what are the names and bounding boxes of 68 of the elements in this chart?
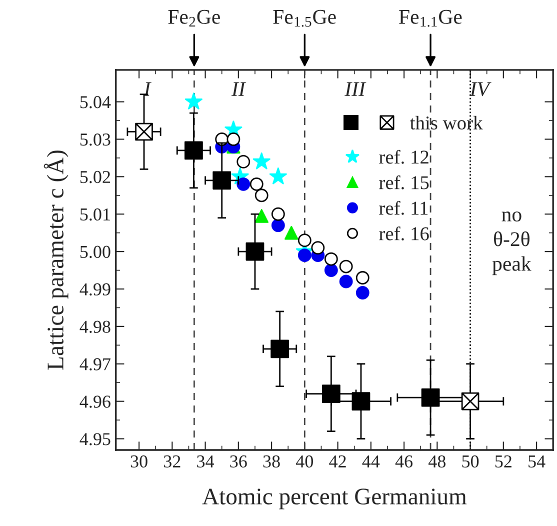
point	[356, 271, 370, 284]
x-tick-label: 38	[263, 455, 280, 468]
point	[461, 392, 480, 410]
x-tick-label: 30	[130, 455, 148, 468]
point	[236, 154, 250, 168]
point	[356, 286, 370, 300]
point	[215, 132, 229, 146]
x-tick-label: 44	[362, 455, 380, 468]
point	[184, 92, 202, 110]
point	[421, 388, 440, 407]
point	[271, 207, 285, 221]
x-tick-label: 50	[462, 455, 479, 468]
x-tick-label: 40	[296, 455, 314, 468]
ref-line-label: Fe$_{2}$Ge	[168, 10, 220, 27]
y-tick-label: 4.96	[80, 396, 110, 408]
legend-label: ref. 12	[379, 150, 428, 164]
x-tick-label: 54	[528, 455, 546, 468]
y-tick-label: 5.02	[80, 170, 110, 184]
x-tick-label: 48	[428, 455, 446, 468]
point	[252, 152, 270, 170]
point	[236, 177, 250, 191]
x-tick-label: 32	[164, 455, 180, 468]
x-tick-label: 36	[230, 455, 247, 468]
y-tick-label: 4.99	[80, 283, 110, 296]
legend-label: ref. 16	[379, 226, 429, 240]
x-axis-title: Atomic percent Germanium	[202, 488, 467, 510]
point	[339, 274, 353, 288]
x-tick-label: 42	[329, 455, 346, 468]
ref-line-label: Fe$_{1.1}$Ge	[399, 10, 462, 27]
point	[352, 392, 370, 411]
x-tick-label: 46	[395, 455, 413, 468]
annotation: II	[231, 82, 246, 96]
point	[184, 141, 203, 160]
annotation: no θ-2θ peak	[492, 211, 532, 276]
x-tick-label: 52	[495, 455, 512, 468]
point	[311, 241, 325, 255]
point	[324, 264, 338, 277]
x-tick-label: 34	[197, 455, 214, 468]
point	[298, 234, 312, 248]
point	[270, 340, 290, 358]
point	[298, 248, 312, 262]
legend-label: this work	[410, 116, 483, 130]
y-tick-label: 5.04	[80, 96, 111, 108]
point	[212, 171, 232, 190]
ref-line-label: Fe$_{1.5}$Ge	[273, 10, 336, 27]
point	[284, 226, 298, 240]
legend-label: ref. 15	[379, 175, 429, 190]
y-tick-label: 4.95	[80, 433, 110, 446]
legend-label: ref. 11	[379, 200, 428, 215]
annotation: III	[344, 82, 366, 96]
point	[322, 384, 340, 404]
point	[246, 242, 264, 261]
y-tick-label: 4.98	[80, 320, 110, 333]
y-axis-title: Lattice parameter c (Å)	[44, 150, 68, 370]
point	[339, 260, 353, 274]
y-tick-label: 4.97	[80, 358, 110, 370]
point	[135, 122, 153, 141]
point	[324, 252, 338, 266]
point	[254, 188, 268, 202]
y-tick-label: 5.00	[80, 246, 110, 258]
point	[271, 218, 285, 232]
point	[226, 132, 240, 146]
y-tick-label: 5.01	[80, 208, 110, 221]
point	[269, 167, 287, 184]
point	[250, 177, 264, 191]
point	[254, 209, 269, 223]
y-tick-label: 5.03	[80, 133, 110, 146]
annotation: IV	[470, 82, 492, 96]
